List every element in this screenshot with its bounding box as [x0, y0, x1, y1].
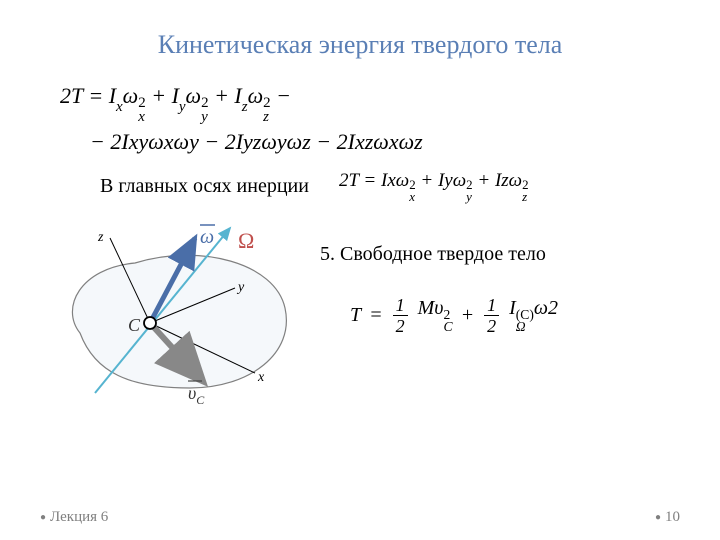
eq-t5-co: 2I [225, 129, 243, 154]
eqp-a-osub: x [409, 191, 415, 203]
eq-t4-om1: ω [148, 129, 164, 154]
eq-t2-osub: y [201, 111, 208, 124]
slide-footer: ●Лекция 6 ●10 [40, 509, 680, 526]
eqp-b-osub: y [466, 191, 472, 203]
eq-t1-sym: I [109, 83, 116, 108]
eq-t4-sub: xy [129, 129, 149, 154]
frac1-den: 2 [393, 316, 408, 335]
frac-half-1: 1 2 [393, 296, 408, 335]
eqf-M: M [418, 297, 435, 319]
eq-t6-os1: x [389, 129, 399, 154]
eq-t3-osub: z [263, 111, 270, 124]
eq-t1-sub: x [116, 99, 123, 115]
footer-lecture-text: Лекция 6 [50, 509, 108, 525]
equation-free-body: T = 1 2 Mυ2C + 1 2 I(C)Ωω2 [320, 296, 680, 335]
footer-page-text: 10 [665, 509, 680, 525]
eq-t4-os1: x [164, 129, 174, 154]
frac2-den: 2 [484, 316, 499, 335]
eqf-v: υ [434, 297, 443, 319]
eq-t1-om: ω [123, 83, 139, 108]
eq-t5-om1: ω [261, 129, 277, 154]
eqf-I: I [509, 297, 516, 319]
eqp-a-sub: x [387, 170, 395, 191]
eq-lhs: 2T [60, 83, 83, 108]
equation-main-line2: − 2Ixyωxωy − 2Iyzωyωz − 2Ixzωxωz [40, 124, 680, 159]
eqp-b-sub: y [444, 170, 452, 191]
footer-page: ●10 [655, 509, 680, 526]
eq-t5-om2: ω [287, 129, 303, 154]
eq-t4-co: 2I [110, 129, 128, 154]
eq-t4-os2: y [189, 129, 199, 154]
eqf-Isub: Ω [516, 321, 534, 333]
principal-axes-label: В главных осях инерции [40, 175, 309, 198]
center-point [144, 317, 156, 329]
eq-t6-om2: ω [399, 129, 415, 154]
eq-t2-om: ω [186, 83, 202, 108]
frac2-num: 1 [484, 296, 499, 316]
equation-main-line1: 2T = Ixω2x + Iyω2y + Izω2z − [40, 78, 680, 124]
x-axis-label: x [257, 370, 265, 385]
eqp-c-om: ω [509, 170, 522, 191]
eqf-vsub: C [443, 321, 452, 333]
center-label: C [128, 315, 141, 335]
frac-half-2: 1 2 [484, 296, 499, 335]
footer-lecture: ●Лекция 6 [40, 509, 108, 526]
eq-t6-om1: ω [373, 129, 389, 154]
eq-t6-co: 2I [337, 129, 355, 154]
page-title: Кинетическая энергия твердого тела [40, 30, 680, 60]
frac1-num: 1 [393, 296, 408, 316]
eq-t3-sym: I [234, 83, 241, 108]
free-body-heading: 5. Свободное твердое тело [320, 243, 680, 266]
equation-principal: 2T = Ixω2x + Iyω2y + Izω2z [339, 170, 529, 203]
eqf-om: ω [534, 297, 548, 319]
eqp-b-om: ω [453, 170, 466, 191]
rigid-body-shape [72, 255, 286, 388]
eq-t2-sym: I [172, 83, 179, 108]
big-omega-label: Ω [238, 228, 254, 253]
eq-t2-sub: y [179, 99, 186, 115]
eq-t3-sub: z [242, 99, 248, 115]
eq-t3-om: ω [248, 83, 264, 108]
eq-t5-sub: yz [243, 129, 261, 154]
figure-rigid-body: z y x C ω Ω υC [40, 213, 300, 413]
eq-t5-os1: y [277, 129, 287, 154]
eqf-lhs: T [350, 304, 361, 327]
eqf-omsup: 2 [548, 297, 558, 319]
omega-label: ω [200, 226, 214, 248]
eq-t1-osub: x [138, 111, 145, 124]
z-axis-label: z [97, 230, 104, 245]
eqp-a-om: ω [396, 170, 409, 191]
y-axis-label: y [236, 280, 245, 295]
eq-t4-om2: ω [174, 129, 190, 154]
eqp-lhs: 2T [339, 170, 359, 191]
eq-t6-sub: xz [355, 129, 373, 154]
eq-t6-os2: z [414, 129, 423, 154]
eq-t5-os2: z [302, 129, 311, 154]
eqp-c-osub: z [522, 191, 528, 203]
eqp-c-sub: z [501, 170, 508, 191]
